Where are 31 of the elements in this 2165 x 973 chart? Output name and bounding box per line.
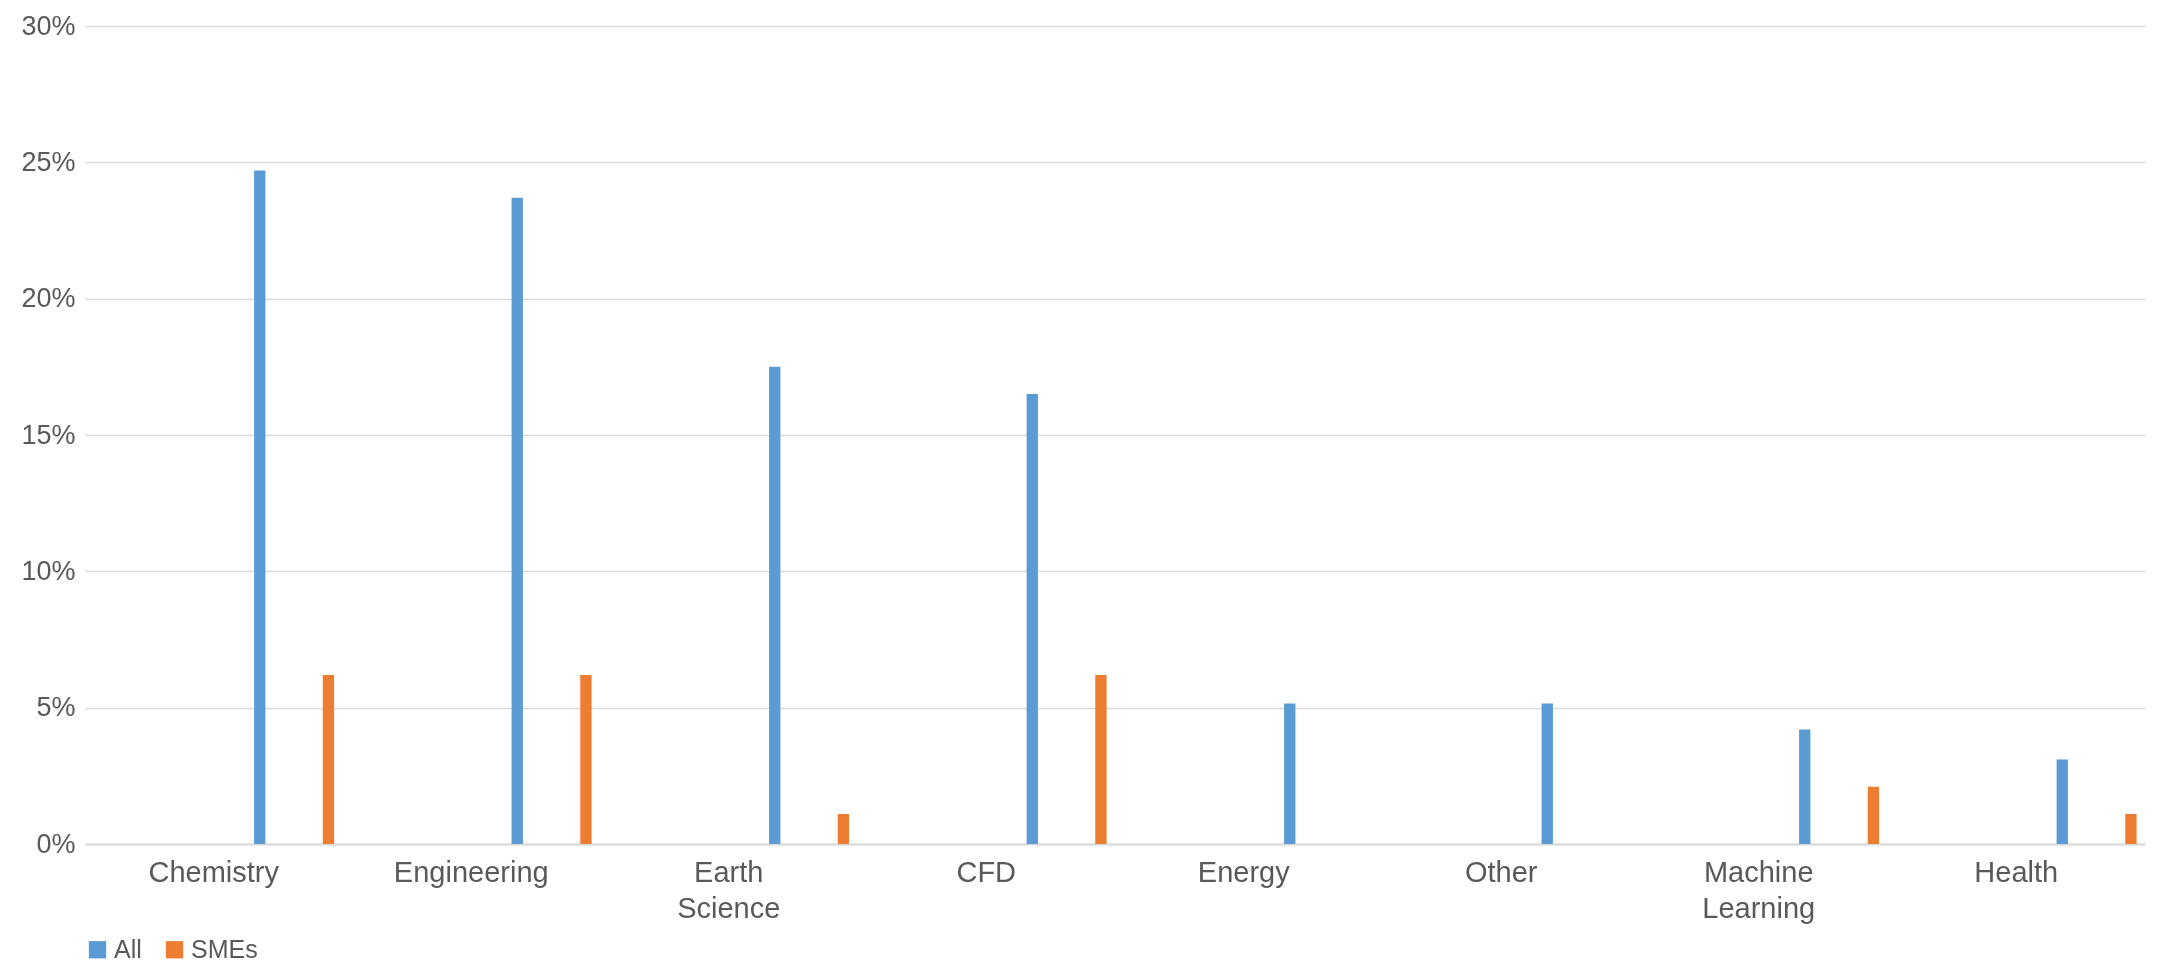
bar (1867, 786, 1880, 844)
bar (1026, 394, 1038, 844)
bar (2056, 759, 2068, 844)
y-tick-label: 0% (36, 828, 76, 859)
bar (1095, 674, 1107, 844)
x-tick-label: Machine Learning (1702, 855, 1816, 924)
bar (837, 814, 850, 844)
x-tick-label: Earth Science (677, 855, 781, 924)
bar (769, 366, 781, 844)
legend-label: SMEs (191, 934, 258, 963)
bar (1541, 703, 1553, 844)
y-tick-label: 20% (21, 283, 76, 314)
y-tick-label: 15% (21, 419, 76, 450)
x-tick-label: CFD (956, 855, 1017, 888)
bar (322, 674, 335, 844)
x-tick-label: Engineering (393, 855, 549, 888)
bar (580, 674, 592, 844)
y-tick-label: 30% (21, 10, 76, 41)
bar (1284, 703, 1296, 844)
y-tick-label: 25% (21, 146, 76, 177)
x-tick-label: Other (1464, 855, 1538, 888)
bar (511, 197, 523, 844)
x-tick-label: Health (1974, 855, 2059, 888)
x-tick-label: Chemistry (148, 855, 280, 888)
y-tick-label: 5% (36, 692, 76, 723)
bar (2125, 814, 2137, 844)
legend-label: All (114, 934, 142, 963)
bar (254, 170, 266, 844)
y-tick-label: 10% (21, 555, 76, 586)
x-tick-label: Energy (1197, 855, 1291, 888)
bar (1799, 729, 1811, 844)
